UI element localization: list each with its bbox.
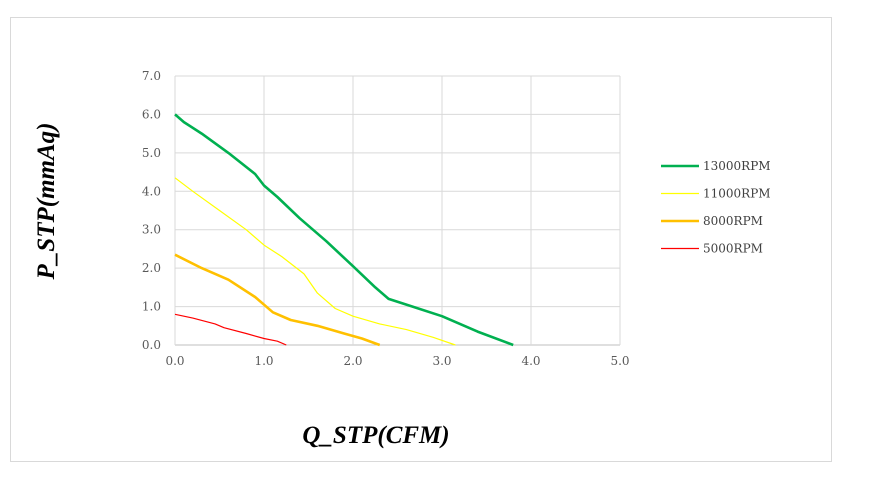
series-line-5000rpm — [174, 313, 287, 346]
y-tick-label: 0.0 — [142, 338, 161, 352]
x-tick-label: 2.0 — [343, 354, 362, 368]
series-line-8000rpm — [174, 253, 381, 347]
grid — [174, 75, 621, 346]
legend-label: 8000RPM — [703, 214, 763, 228]
x-axis-label: Q_STP(CFM) — [302, 422, 449, 449]
series-line-13000rpm — [174, 113, 514, 347]
y-tick-label: 1.0 — [142, 300, 161, 314]
chart-frame: 0.0 1.0 2.0 3.0 4.0 5.0 6.0 7.0 0.0 1.0 2.0 3.0 4.0… — [10, 17, 832, 462]
y-tick-label: 3.0 — [142, 223, 161, 237]
legend-label: 13000RPM — [703, 159, 771, 173]
series-lines — [174, 113, 514, 347]
legend-label: 5000RPM — [703, 242, 763, 256]
x-tick-label: 4.0 — [521, 354, 540, 368]
x-tick-label: 1.0 — [254, 354, 273, 368]
series-line-11000rpm — [174, 177, 456, 346]
y-tick-label: 6.0 — [142, 107, 161, 121]
chart-svg: 0.0 1.0 2.0 3.0 4.0 5.0 6.0 7.0 0.0 1.0 2.0 3.0 4.0… — [33, 69, 771, 449]
y-axis-ticks: 0.0 1.0 2.0 3.0 4.0 5.0 6.0 7.0 — [142, 69, 161, 352]
legend-label: 11000RPM — [703, 187, 771, 201]
x-tick-label: 0.0 — [165, 354, 184, 368]
y-tick-label: 7.0 — [142, 69, 161, 83]
legend: 13000RPM 11000RPM 8000RPM 5000RPM — [661, 159, 771, 256]
x-tick-label: 5.0 — [610, 354, 629, 368]
y-axis-label: P_STP(mmAq) — [33, 123, 60, 281]
y-tick-label: 4.0 — [142, 184, 161, 198]
y-tick-label: 2.0 — [142, 261, 161, 275]
y-tick-label: 5.0 — [142, 146, 161, 160]
x-axis-ticks: 0.0 1.0 2.0 3.0 4.0 5.0 — [165, 354, 629, 368]
x-tick-label: 3.0 — [432, 354, 451, 368]
